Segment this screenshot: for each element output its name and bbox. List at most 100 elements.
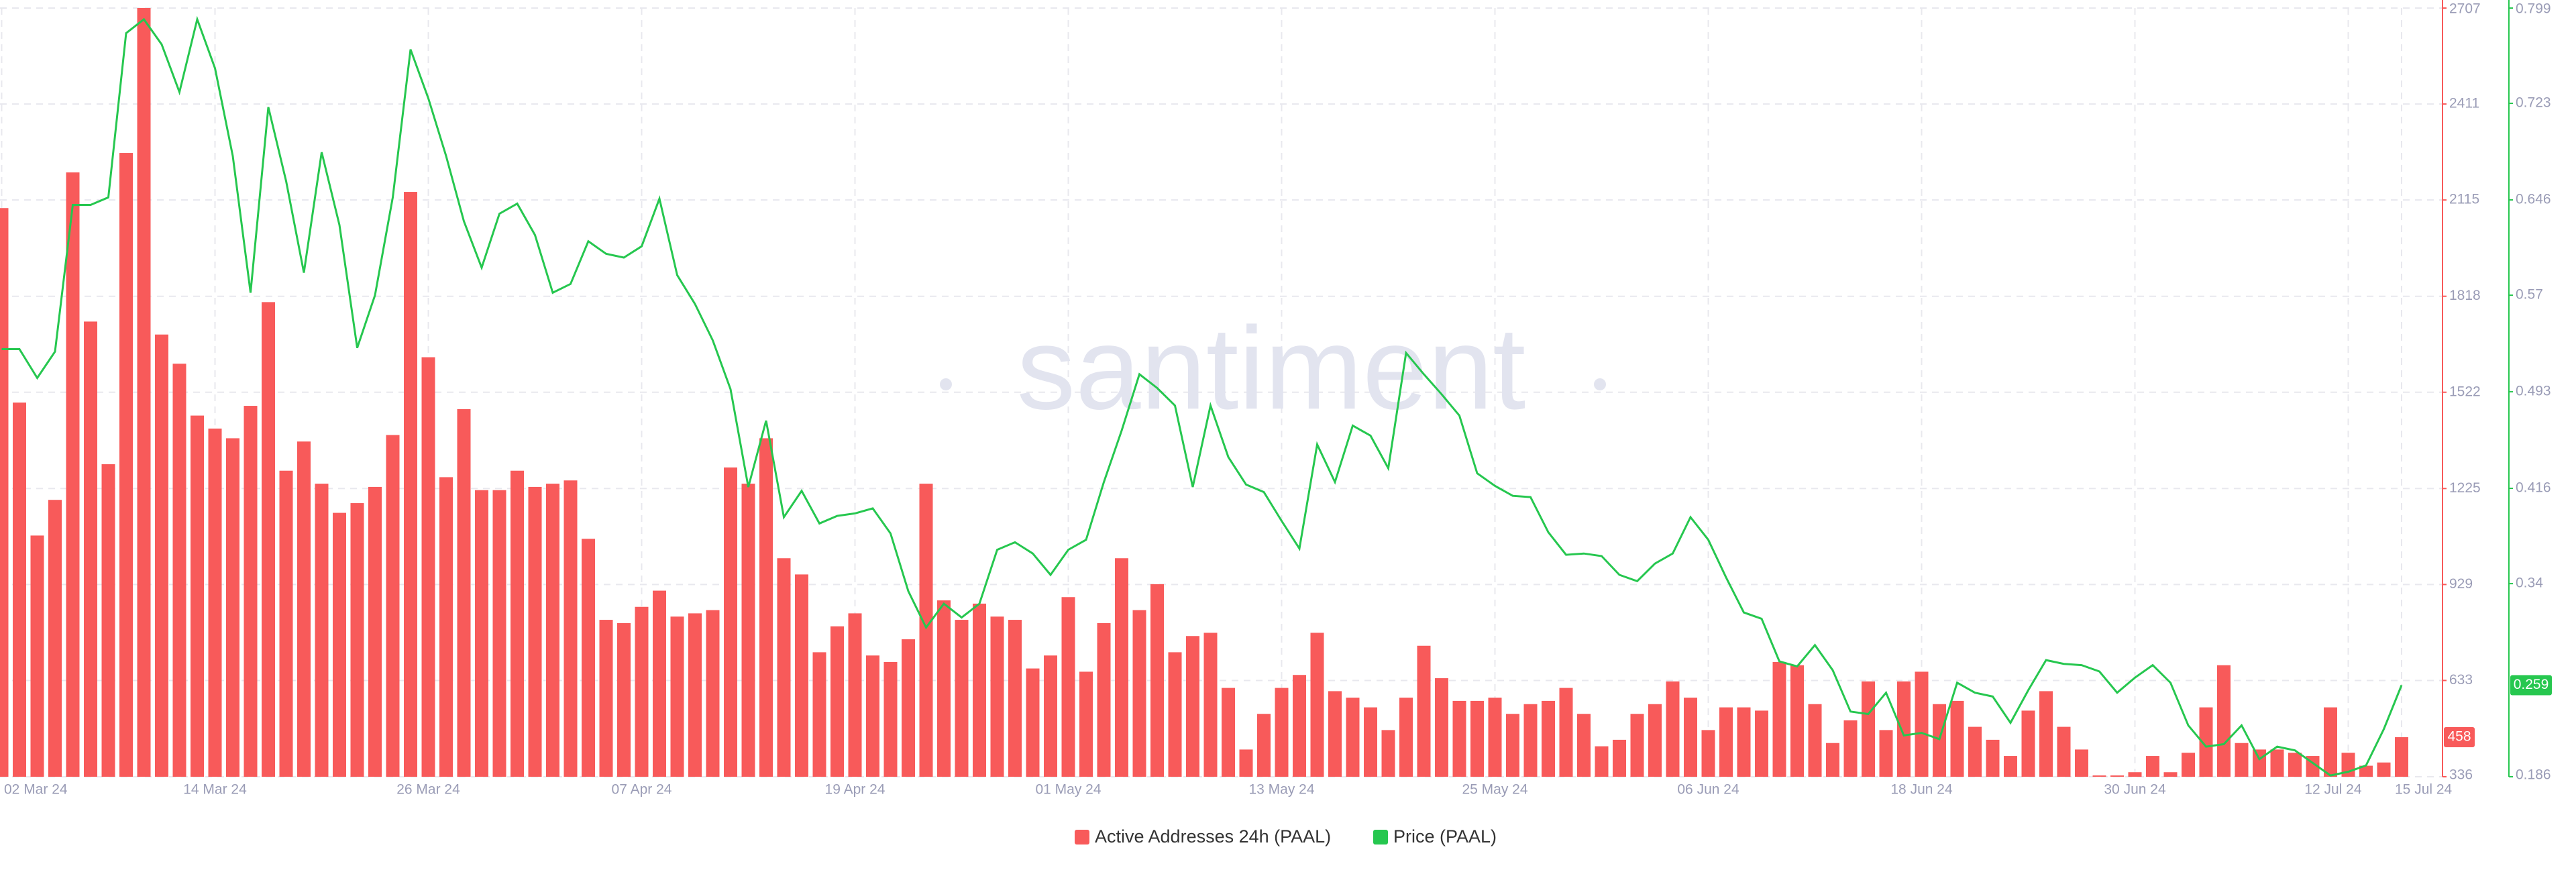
value-label: 0.259 — [2514, 677, 2549, 692]
bar — [955, 620, 969, 777]
bar — [155, 334, 168, 777]
bar — [1666, 681, 1680, 777]
x-tick-label: 13 May 24 — [1248, 782, 1314, 798]
x-tick-label: 15 Jul 24 — [2395, 782, 2453, 798]
x-tick-label: 07 Apr 24 — [612, 782, 672, 798]
bar — [2377, 762, 2391, 777]
bar — [848, 613, 862, 777]
y-tick-label: 633 — [2449, 672, 2473, 688]
legend-swatch — [1373, 830, 1388, 844]
y-tick-label: 2115 — [2449, 192, 2479, 207]
value-badge — [2510, 675, 2552, 696]
bar — [724, 467, 737, 777]
bar — [866, 655, 879, 777]
bar — [1008, 620, 1022, 777]
bar — [528, 486, 542, 777]
y-tick-label: 2411 — [2449, 96, 2479, 111]
bar — [1381, 730, 1395, 777]
y2-tick-label: 0.723 — [2516, 95, 2551, 111]
bar — [2359, 765, 2373, 777]
y2-tick-label: 0.186 — [2516, 767, 2551, 783]
bar — [48, 500, 62, 777]
legend: Active Addresses 24h (PAAL) Price (PAAL) — [1075, 826, 1497, 847]
bar — [2039, 691, 2053, 777]
bar — [759, 438, 773, 777]
bar — [937, 600, 951, 777]
bar — [564, 480, 578, 777]
bar — [1595, 746, 1609, 777]
y-tick-label: 1522 — [2449, 384, 2481, 399]
bar — [706, 610, 720, 777]
bar — [244, 406, 258, 777]
y-tick-label: 1818 — [2449, 288, 2481, 303]
bar — [2128, 772, 2142, 777]
bar — [919, 484, 933, 777]
bar — [333, 512, 346, 777]
bar — [1186, 636, 1199, 777]
bar — [191, 415, 204, 777]
bar — [1879, 730, 1893, 777]
bar — [0, 208, 9, 777]
bar — [1310, 633, 1324, 777]
bar — [1897, 681, 1911, 777]
bar — [1044, 655, 1057, 777]
y2-tick-label: 0.416 — [2516, 480, 2551, 496]
bar — [1293, 675, 1306, 777]
bar — [599, 620, 613, 777]
bar — [2021, 710, 2035, 777]
bar — [66, 172, 80, 777]
bar — [1488, 698, 1502, 777]
bar — [492, 490, 506, 777]
bar — [1097, 622, 1111, 777]
bar — [172, 364, 186, 777]
bar — [1719, 707, 1733, 777]
bar — [1328, 691, 1342, 777]
x-tick-label: 25 May 24 — [1462, 782, 1527, 798]
y2-tick-label: 0.493 — [2516, 384, 2551, 399]
bar — [1559, 688, 1573, 777]
bar — [1986, 739, 2000, 777]
x-tick-label: 06 Jun 24 — [1677, 782, 1739, 798]
value-label: 458 — [2447, 729, 2471, 745]
watermark-text: santiment — [1017, 303, 1526, 434]
bar — [777, 558, 791, 777]
bar — [1915, 671, 1929, 777]
bar — [2199, 707, 2213, 777]
y2-tick-label: 0.646 — [2516, 192, 2551, 207]
bar — [546, 484, 559, 777]
bar — [350, 503, 364, 777]
bar — [2057, 726, 2071, 777]
bar — [1132, 610, 1146, 777]
bar — [1026, 668, 1040, 777]
bar — [2110, 775, 2124, 777]
bar — [1737, 707, 1751, 777]
bar — [1257, 714, 1271, 777]
legend-label: Price (PAAL) — [1393, 826, 1497, 847]
bar — [1577, 714, 1591, 777]
bar — [582, 539, 595, 777]
bar — [1168, 652, 1182, 777]
x-tick-label: 18 Jun 24 — [1890, 782, 1953, 798]
bar — [404, 192, 417, 777]
x-tick-label: 19 Apr 24 — [825, 782, 885, 798]
y-tick-label: 336 — [2449, 767, 2473, 783]
bar — [1061, 597, 1075, 777]
bar — [635, 606, 649, 777]
bar — [386, 435, 400, 777]
bar — [1684, 698, 1697, 777]
bar — [279, 470, 293, 777]
bar — [2324, 707, 2337, 777]
bar — [1364, 707, 1377, 777]
bar — [617, 622, 631, 777]
bar — [1222, 688, 1235, 777]
value-badge — [2444, 727, 2475, 748]
bar — [1933, 704, 1946, 777]
bar — [30, 535, 44, 777]
watermark: santiment — [940, 303, 1606, 434]
x-tick-label: 14 Mar 24 — [183, 782, 247, 798]
bar — [2235, 743, 2249, 777]
bar — [1843, 720, 1858, 777]
bar — [101, 464, 115, 777]
bar — [1826, 743, 1839, 777]
y2-tick-label: 0.34 — [2516, 576, 2543, 591]
